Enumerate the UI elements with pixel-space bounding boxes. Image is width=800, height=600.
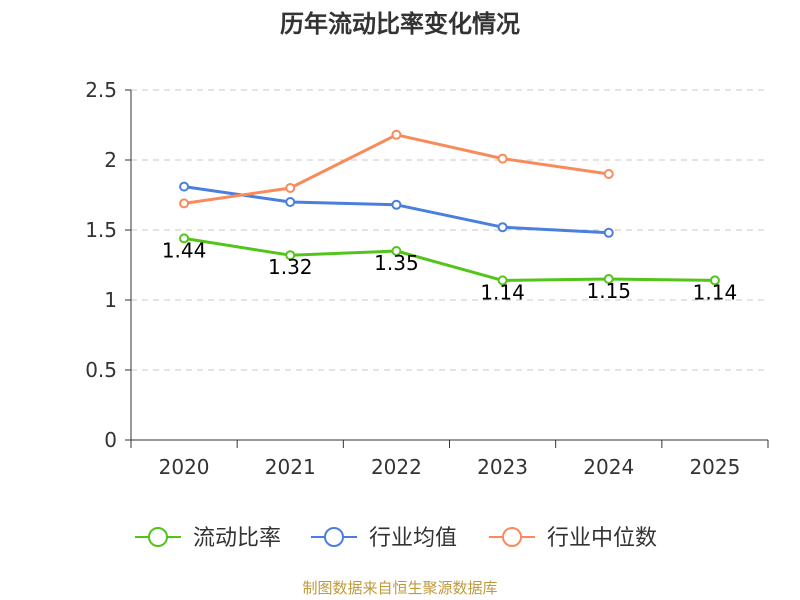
y-tick-label: 2 [104, 148, 117, 172]
legend-label: 流动比率 [193, 526, 281, 551]
y-tick-label: 2.5 [85, 78, 117, 102]
data-point-2 [285, 183, 296, 193]
x-tick-label: 2025 [689, 455, 740, 479]
data-point-2 [497, 153, 508, 164]
data-point-0 [709, 275, 720, 286]
legend-label: 行业均值 [369, 526, 457, 551]
y-tick-label: 1 [104, 288, 117, 312]
data-point-2 [391, 129, 402, 140]
data-point-0 [179, 233, 190, 244]
data-label: 1.14 [693, 280, 738, 304]
x-tick-label: 2024 [583, 455, 634, 479]
legend-marker [324, 527, 344, 547]
data-point-1 [497, 222, 508, 233]
data-label: 1.44 [162, 238, 207, 262]
data-point-1 [285, 197, 296, 207]
series-line-2 [183, 133, 609, 205]
data-point-2 [179, 198, 190, 209]
source-note: 制图数据来自恒生聚源数据库 [302, 579, 498, 597]
y-tick-label: 0.5 [85, 358, 117, 382]
data-label: 1.35 [374, 251, 419, 275]
data-point-0 [497, 275, 508, 286]
y-tick-label: 1.5 [85, 218, 117, 242]
data-point-1 [391, 199, 402, 210]
legend-marker [502, 527, 522, 547]
x-tick-label: 2022 [371, 455, 422, 479]
legend-marker [148, 527, 168, 547]
y-tick-label: 0 [104, 428, 117, 452]
data-point-0 [603, 274, 614, 284]
data-point-1 [603, 227, 614, 238]
data-label: 1.14 [480, 280, 525, 304]
series-line-0 [183, 236, 715, 282]
x-tick-label: 2023 [477, 455, 528, 479]
data-point-0 [285, 250, 296, 261]
data-label: 1.32 [268, 255, 313, 279]
x-tick-label: 2020 [159, 455, 210, 479]
data-point-1 [179, 181, 190, 192]
data-label: 1.15 [586, 279, 631, 303]
chart-title: 历年流动比率变化情况 [280, 10, 520, 38]
x-tick-label: 2021 [265, 455, 316, 479]
data-point-2 [603, 169, 614, 179]
legend-label: 行业中位数 [547, 526, 657, 551]
data-point-0 [391, 246, 402, 256]
